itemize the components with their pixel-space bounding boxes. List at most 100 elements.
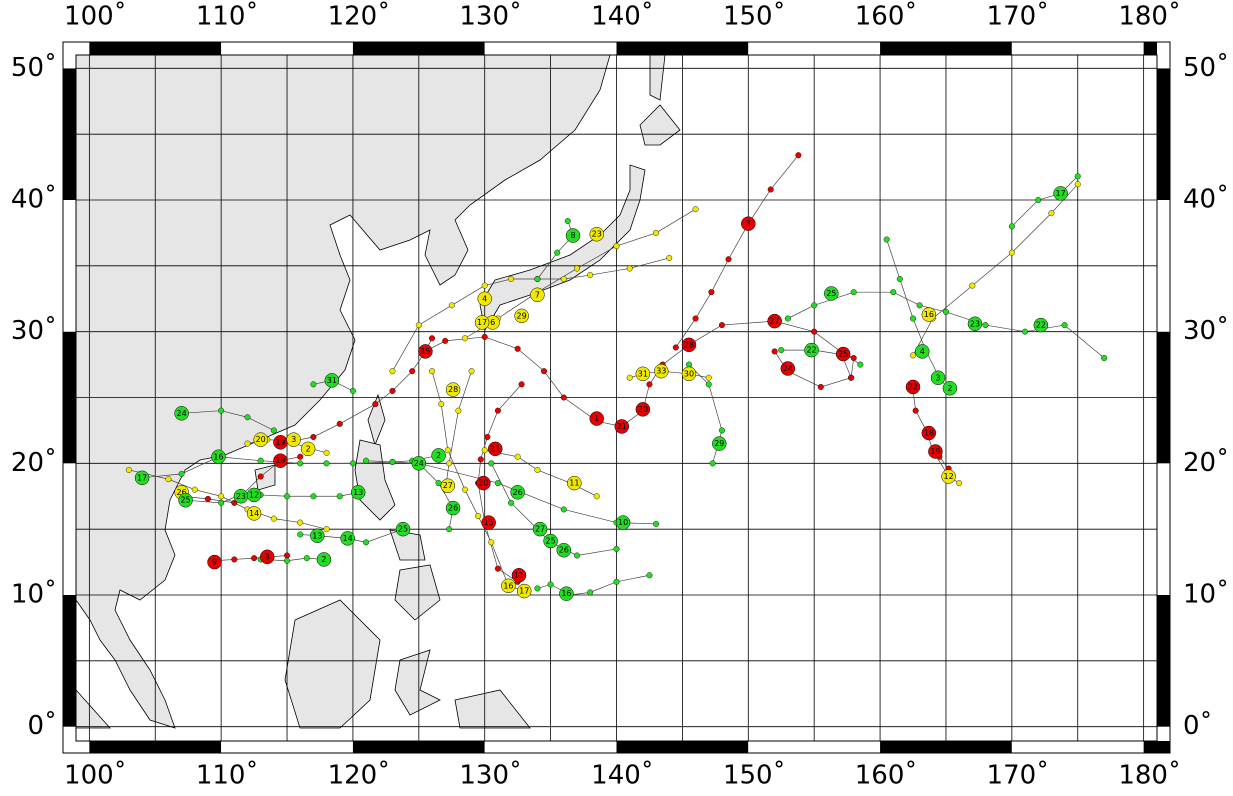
track-marker (418, 344, 433, 359)
track-point (310, 434, 317, 441)
track-point (969, 282, 976, 289)
track-marker (928, 444, 943, 459)
track-point (518, 381, 525, 388)
frame-segment (221, 42, 353, 55)
track-line (781, 349, 861, 365)
track-marker-label: 16 (924, 310, 934, 319)
track-line (477, 384, 522, 583)
frame-segment (1157, 200, 1170, 332)
track-marker (510, 485, 525, 500)
track-marker-label: 23 (236, 492, 246, 501)
track-point (705, 374, 712, 381)
frame-segment (484, 42, 617, 55)
y-tick-label: 20˚ (1183, 448, 1229, 478)
track-point (705, 381, 712, 388)
track-marker-label: 2 (436, 451, 441, 460)
track-marker-label: 18 (275, 456, 285, 465)
track-marker-label: 2 (306, 444, 311, 453)
track-marker (615, 515, 631, 530)
frame-outline (62, 41, 1171, 754)
track-marker (431, 448, 446, 463)
track-line (366, 455, 439, 463)
track-point (547, 581, 554, 588)
track-point (725, 256, 732, 263)
track-marker-label: 17 (1056, 189, 1066, 198)
track-line (431, 371, 525, 592)
track-point (1074, 181, 1081, 188)
frame-segment (1011, 42, 1144, 55)
track-line (260, 557, 324, 562)
track-marker (253, 432, 268, 447)
y-tick-label: 30˚ (11, 316, 57, 346)
track-marker (941, 469, 956, 484)
track-marker-label: 31 (327, 376, 337, 385)
track-point (363, 539, 370, 546)
track-point (310, 493, 317, 500)
track-marker (556, 542, 572, 558)
x-tick-label: 150˚ (723, 761, 786, 791)
track-marker-label: 13 (353, 488, 363, 497)
track-point (297, 460, 304, 467)
track-point (653, 520, 660, 527)
track-point (560, 506, 567, 513)
track-marker (517, 583, 532, 599)
track-point (1048, 210, 1055, 217)
frame-segment (1157, 595, 1170, 727)
track-marker (614, 419, 630, 434)
track-point (1061, 322, 1068, 329)
track-point (218, 493, 225, 500)
track-point (310, 381, 317, 388)
track-point (372, 401, 379, 408)
frame-segment (63, 200, 76, 332)
track-marker-label: 12 (249, 490, 259, 499)
track-marker (921, 425, 937, 441)
track-point (666, 254, 673, 261)
track-point (461, 486, 468, 493)
track-marker-label: 15 (420, 347, 430, 356)
track-point (323, 460, 330, 467)
track-marker (712, 436, 727, 451)
track-marker-label: 16 (503, 581, 513, 590)
track-point (912, 407, 919, 414)
frame-segment (89, 42, 222, 55)
track-marker (905, 379, 921, 395)
track-marker (511, 568, 527, 583)
track-marker (681, 366, 697, 382)
track-marker (211, 449, 226, 464)
track-point (297, 453, 304, 460)
track-marker-label: 26 (513, 488, 523, 497)
track-marker (481, 515, 496, 530)
track-marker (286, 432, 301, 447)
y-tick-label: 0˚ (27, 711, 57, 741)
x-tick-label: 110˚ (196, 2, 259, 32)
track-point (554, 249, 561, 256)
x-tick-label: 160˚ (855, 761, 918, 791)
track-marker-label: 27 (535, 525, 545, 534)
track-point (389, 368, 396, 375)
track-marker-label: 23 (970, 319, 980, 328)
track-marker-label: 15 (484, 518, 494, 527)
track-point (718, 322, 725, 329)
track-marker (514, 308, 529, 324)
track-line (418, 463, 454, 530)
track-marker (174, 406, 189, 421)
track-marker-label: 11 (569, 479, 579, 488)
frame-segment (748, 42, 881, 55)
track-point (784, 315, 791, 322)
track-point (336, 493, 343, 500)
track-marker-label: 24 (177, 409, 187, 418)
track-point (534, 276, 541, 283)
track-point (429, 335, 436, 342)
track-marker (543, 533, 558, 549)
track-marker-label: 21 (490, 444, 500, 453)
track-point (541, 368, 548, 375)
track-point (778, 347, 785, 354)
track-marker-label: 28 (448, 385, 458, 394)
frame-segment (63, 595, 76, 727)
track-marker-label: 17 (137, 473, 147, 482)
track-point (444, 447, 451, 454)
y-tick-label: 20˚ (11, 448, 57, 478)
frame-segment (1011, 741, 1144, 753)
track-marker (804, 342, 819, 358)
